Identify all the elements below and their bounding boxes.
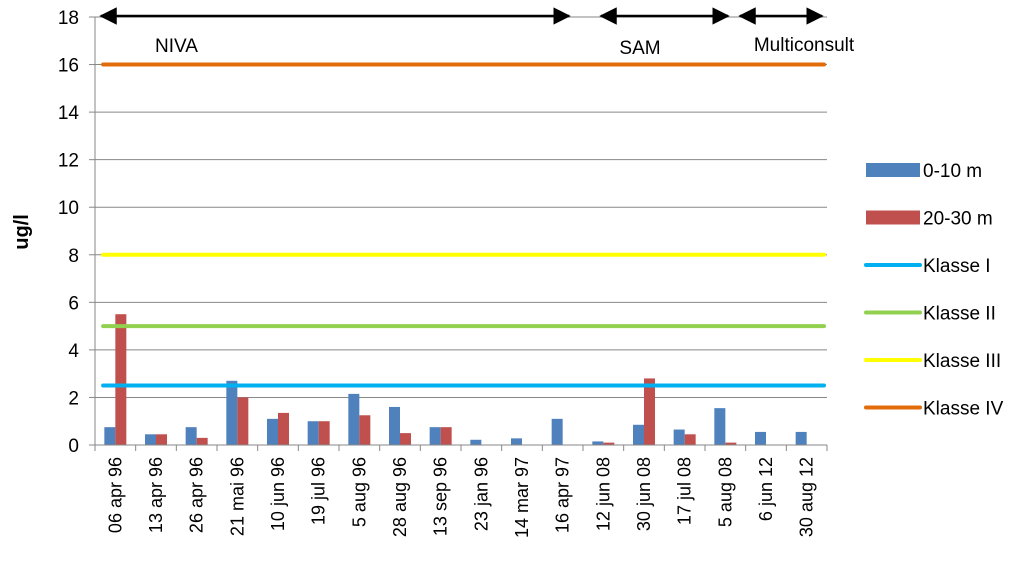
x-tick-labels: 06 apr 96 13 apr 96 26 apr 96 21 mai 96 10 j… <box>105 457 816 538</box>
y-tick-label: 0 <box>68 436 79 457</box>
x-tick-label: 6 jun 12 <box>756 457 776 521</box>
y-tick-label: 18 <box>58 8 79 29</box>
bar <box>603 442 615 445</box>
x-tick-label: 17 jul 08 <box>675 457 695 525</box>
x-tick-label: 21 mai 96 <box>227 457 247 536</box>
reference-lines <box>101 62 826 388</box>
bar <box>185 427 197 445</box>
y-tick-label: 12 <box>58 151 79 172</box>
legend-label: Klasse III <box>923 351 1001 372</box>
bar <box>156 434 167 445</box>
bar <box>440 427 452 445</box>
x-tick-label: 26 apr 96 <box>187 457 207 533</box>
period-label: SAM <box>619 38 660 59</box>
bar <box>267 418 278 445</box>
bar <box>429 427 441 445</box>
x-tick-label: 10 jun 96 <box>268 457 288 531</box>
x-tick-label: 16 apr 97 <box>553 457 573 533</box>
bar <box>278 412 289 445</box>
bar <box>684 434 696 445</box>
bar <box>237 397 249 445</box>
legend-swatch <box>866 210 920 225</box>
x-tick-label: 13 apr 96 <box>146 457 166 533</box>
x-tick-label: 5 aug 08 <box>715 457 735 527</box>
y-tick-label: 4 <box>68 341 79 362</box>
x-tick-label: 14 mar 97 <box>512 457 532 538</box>
x-tick-label: 06 apr 96 <box>105 457 125 533</box>
y-tick-label: 14 <box>58 103 80 124</box>
bar <box>389 406 400 445</box>
bar <box>359 415 371 445</box>
legend-label: 20-30 m <box>923 209 993 230</box>
y-tick-label: 6 <box>68 293 79 314</box>
y-tick-label: 10 <box>58 198 79 219</box>
x-tick-label: 30 aug 12 <box>797 457 817 537</box>
bar <box>307 421 319 445</box>
y-axis-label: ug/l <box>11 214 33 250</box>
bar <box>226 380 238 445</box>
bar <box>115 314 127 445</box>
bar <box>633 424 644 445</box>
bar <box>348 393 360 445</box>
bar <box>644 378 655 445</box>
bar <box>755 431 766 445</box>
bar <box>795 431 807 445</box>
gridlines <box>95 16 827 398</box>
bar <box>400 433 411 445</box>
bar <box>470 439 482 445</box>
x-tick-label: 23 jan 96 <box>471 457 491 531</box>
legend-swatch <box>866 163 920 177</box>
bar <box>551 418 563 445</box>
legend-label: 0-10 m <box>923 161 982 182</box>
x-tick-label: 28 aug 96 <box>390 457 410 537</box>
x-tick-label: 30 jun 08 <box>634 457 654 531</box>
period-label: Multiconsult <box>754 35 855 56</box>
x-tick-label: 13 sep 96 <box>431 457 451 536</box>
bars <box>104 314 807 445</box>
y-tick-label: 16 <box>58 56 79 77</box>
y-tick-label: 8 <box>68 246 79 267</box>
y-tick-label: 2 <box>68 388 79 409</box>
bar <box>145 434 156 445</box>
bar <box>318 421 330 445</box>
bar <box>104 427 116 445</box>
bar <box>725 442 737 445</box>
bar <box>714 408 726 445</box>
axes <box>89 16 828 451</box>
bar <box>511 438 522 445</box>
x-tick-label: 12 jun 08 <box>593 457 613 531</box>
period-annotations: NIVA SAM Multiconsult <box>99 7 855 59</box>
bar <box>196 437 208 445</box>
legend-label: Klasse IV <box>923 399 1004 420</box>
bar <box>592 441 604 445</box>
bar <box>673 429 685 445</box>
period-label: NIVA <box>155 36 198 57</box>
x-tick-label: 5 aug 96 <box>349 457 369 527</box>
legend-label: Klasse I <box>923 256 991 277</box>
y-tick-labels: 0 2 4 6 8 10 12 14 16 18 <box>58 8 80 457</box>
legend-label: Klasse II <box>923 304 996 325</box>
legend: 0-10 m 20-30 m Klasse I Klasse II Klasse III… <box>864 161 1004 420</box>
x-tick-label: 19 jul 96 <box>309 457 329 525</box>
